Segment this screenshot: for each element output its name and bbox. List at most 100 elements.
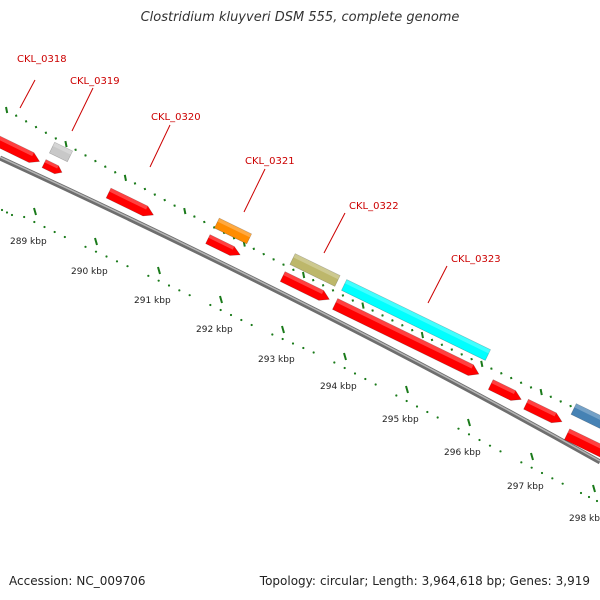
gene-shape	[105, 187, 154, 217]
accession-footer: Accession: NC_009706	[9, 574, 146, 588]
callout-label[interactable]: CKL_0319	[70, 76, 120, 87]
gene-highlight	[567, 428, 600, 451]
gene-highlight	[52, 142, 73, 155]
genome-stats-footer: Topology: circular; Length: 3,964,618 bp; …	[260, 574, 590, 588]
outer-tick	[321, 283, 325, 287]
ruler-dot	[240, 318, 243, 322]
callout-label[interactable]: CKL_0321	[245, 156, 295, 167]
ruler-label: 294 kbp	[320, 382, 357, 392]
outer-tick	[420, 331, 424, 339]
ruler-dot	[0, 208, 4, 212]
ruler-major-tick	[343, 352, 347, 361]
ruler-dot	[540, 471, 544, 475]
gene-shape	[205, 234, 241, 256]
ruler-dot	[105, 255, 108, 258]
gene-shape	[332, 298, 480, 376]
gene-feature[interactable]	[279, 271, 332, 305]
ruler-dot	[436, 416, 439, 419]
ruler-dot	[43, 225, 46, 229]
ruler-major-tick	[467, 418, 471, 427]
ruler-dot	[229, 313, 233, 317]
outer-tick	[391, 319, 394, 322]
ruler-major-tick	[592, 484, 596, 493]
ruler-major-tick	[219, 295, 223, 304]
gene-feature[interactable]	[487, 379, 523, 405]
outer-tick	[331, 289, 335, 292]
outer-tick	[569, 404, 572, 408]
outer-tick	[559, 400, 562, 403]
outer-tick	[371, 309, 374, 312]
outer-tick	[5, 106, 9, 114]
ruler-dot	[595, 499, 599, 503]
ruler-dot	[488, 444, 492, 447]
gene-feature[interactable]	[289, 253, 341, 287]
gene-highlight	[526, 399, 557, 417]
gene-highlight	[0, 135, 34, 157]
ruler-label: 295 kbp	[382, 415, 419, 425]
ruler-dot	[395, 394, 398, 397]
gene-highlight	[574, 403, 600, 422]
outer-tick	[549, 395, 553, 399]
gene-shape	[279, 271, 330, 301]
outer-tick	[480, 360, 484, 368]
gene-feature[interactable]	[105, 187, 156, 220]
callout-leader-line	[427, 265, 448, 304]
outer-tick-track	[5, 106, 592, 417]
ruler-dot	[147, 274, 150, 277]
ruler-dot	[33, 220, 36, 224]
ruler-dot	[312, 351, 315, 354]
outer-tick	[470, 357, 473, 361]
ruler-dot	[415, 405, 419, 408]
gene-shape	[41, 159, 63, 175]
callout-leader-line	[243, 168, 266, 213]
gene-feature[interactable]	[523, 398, 565, 426]
gene-feature[interactable]	[332, 298, 481, 380]
gene-highlight	[344, 279, 491, 354]
gene-feature[interactable]	[41, 159, 64, 177]
ruler-label: 296 kbp	[444, 448, 481, 458]
callout-label[interactable]: CKL_0318	[17, 54, 67, 65]
ruler-dot	[551, 477, 554, 480]
accession-label: Accession:	[9, 574, 73, 588]
ruler-dot	[271, 333, 274, 336]
ruler-dot	[167, 284, 171, 287]
ruler-label: 293 kbp	[258, 355, 295, 365]
ruler-dot	[457, 427, 460, 430]
ruler-dot	[579, 491, 583, 495]
outer-tick	[401, 324, 404, 327]
gene-feature[interactable]	[341, 279, 491, 361]
gene-feature[interactable]	[0, 135, 42, 167]
gene-highlight	[44, 159, 59, 169]
outer-tick	[292, 268, 295, 272]
gene-feature[interactable]	[48, 141, 74, 163]
callout-label[interactable]: CKL_0322	[349, 201, 399, 212]
outer-tick	[193, 215, 196, 218]
gene-shape	[341, 279, 491, 361]
outer-tick	[133, 182, 137, 185]
gene-feature[interactable]	[214, 217, 252, 245]
outer-tick	[460, 353, 463, 356]
ruler-major-tick	[405, 385, 409, 394]
callout-label[interactable]: CKL_0323	[451, 254, 501, 265]
outer-tick	[64, 140, 68, 148]
outer-tick	[94, 159, 97, 163]
length-value: 3,964,618 bp;	[421, 574, 506, 588]
gene-feature[interactable]	[205, 234, 243, 260]
ruler-dot	[353, 372, 357, 375]
ruler-dot	[520, 461, 523, 464]
ruler-dot	[499, 450, 502, 453]
callout-label[interactable]: CKL_0320	[151, 112, 201, 123]
ruler-major-tick	[281, 325, 285, 334]
outer-tick	[252, 247, 256, 251]
ruler-dot	[188, 294, 191, 297]
gene-feature[interactable]	[570, 403, 600, 429]
ruler-major-tick	[94, 237, 98, 246]
outer-tick	[183, 207, 187, 215]
ruler-dot	[467, 433, 471, 436]
ruler-dot	[530, 466, 533, 469]
ruler-dot	[561, 482, 564, 485]
ruler-label: 289 kbp	[10, 237, 47, 247]
gene-feature[interactable]	[563, 428, 600, 458]
ruler-dot	[250, 323, 253, 327]
